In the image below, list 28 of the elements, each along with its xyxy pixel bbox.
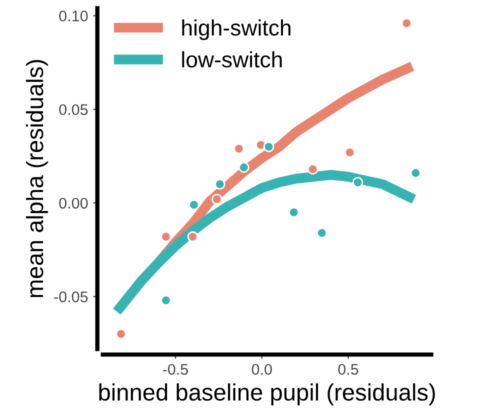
x-tick-label: -0.5 xyxy=(162,364,188,375)
point xyxy=(352,177,364,188)
point xyxy=(316,228,328,238)
point xyxy=(188,199,200,210)
point xyxy=(187,231,198,242)
point xyxy=(307,164,318,175)
legend-label: low-switch xyxy=(182,51,282,68)
point xyxy=(160,294,172,306)
y-axis-title: mean alpha (residuals) xyxy=(26,60,48,298)
y-tick-label: 0.10 xyxy=(59,10,88,22)
point xyxy=(288,206,300,218)
y-tick-label: -0.05 xyxy=(54,291,88,302)
legend-label: high-switch xyxy=(182,19,290,40)
point xyxy=(344,147,356,158)
point xyxy=(160,231,172,242)
point xyxy=(214,178,226,190)
y-tick-label: 0.00 xyxy=(59,198,88,209)
point xyxy=(410,168,421,178)
point xyxy=(116,328,126,340)
point xyxy=(234,143,244,154)
x-tick-label: 0.0 xyxy=(252,364,272,375)
x-tick-label: 0.5 xyxy=(338,364,358,375)
y-tick-label: 0.05 xyxy=(59,104,88,116)
point xyxy=(401,18,412,29)
point xyxy=(238,162,250,173)
x-axis-title: binned baseline pupil (residuals) xyxy=(99,383,435,406)
point xyxy=(212,194,222,205)
point xyxy=(263,141,274,152)
